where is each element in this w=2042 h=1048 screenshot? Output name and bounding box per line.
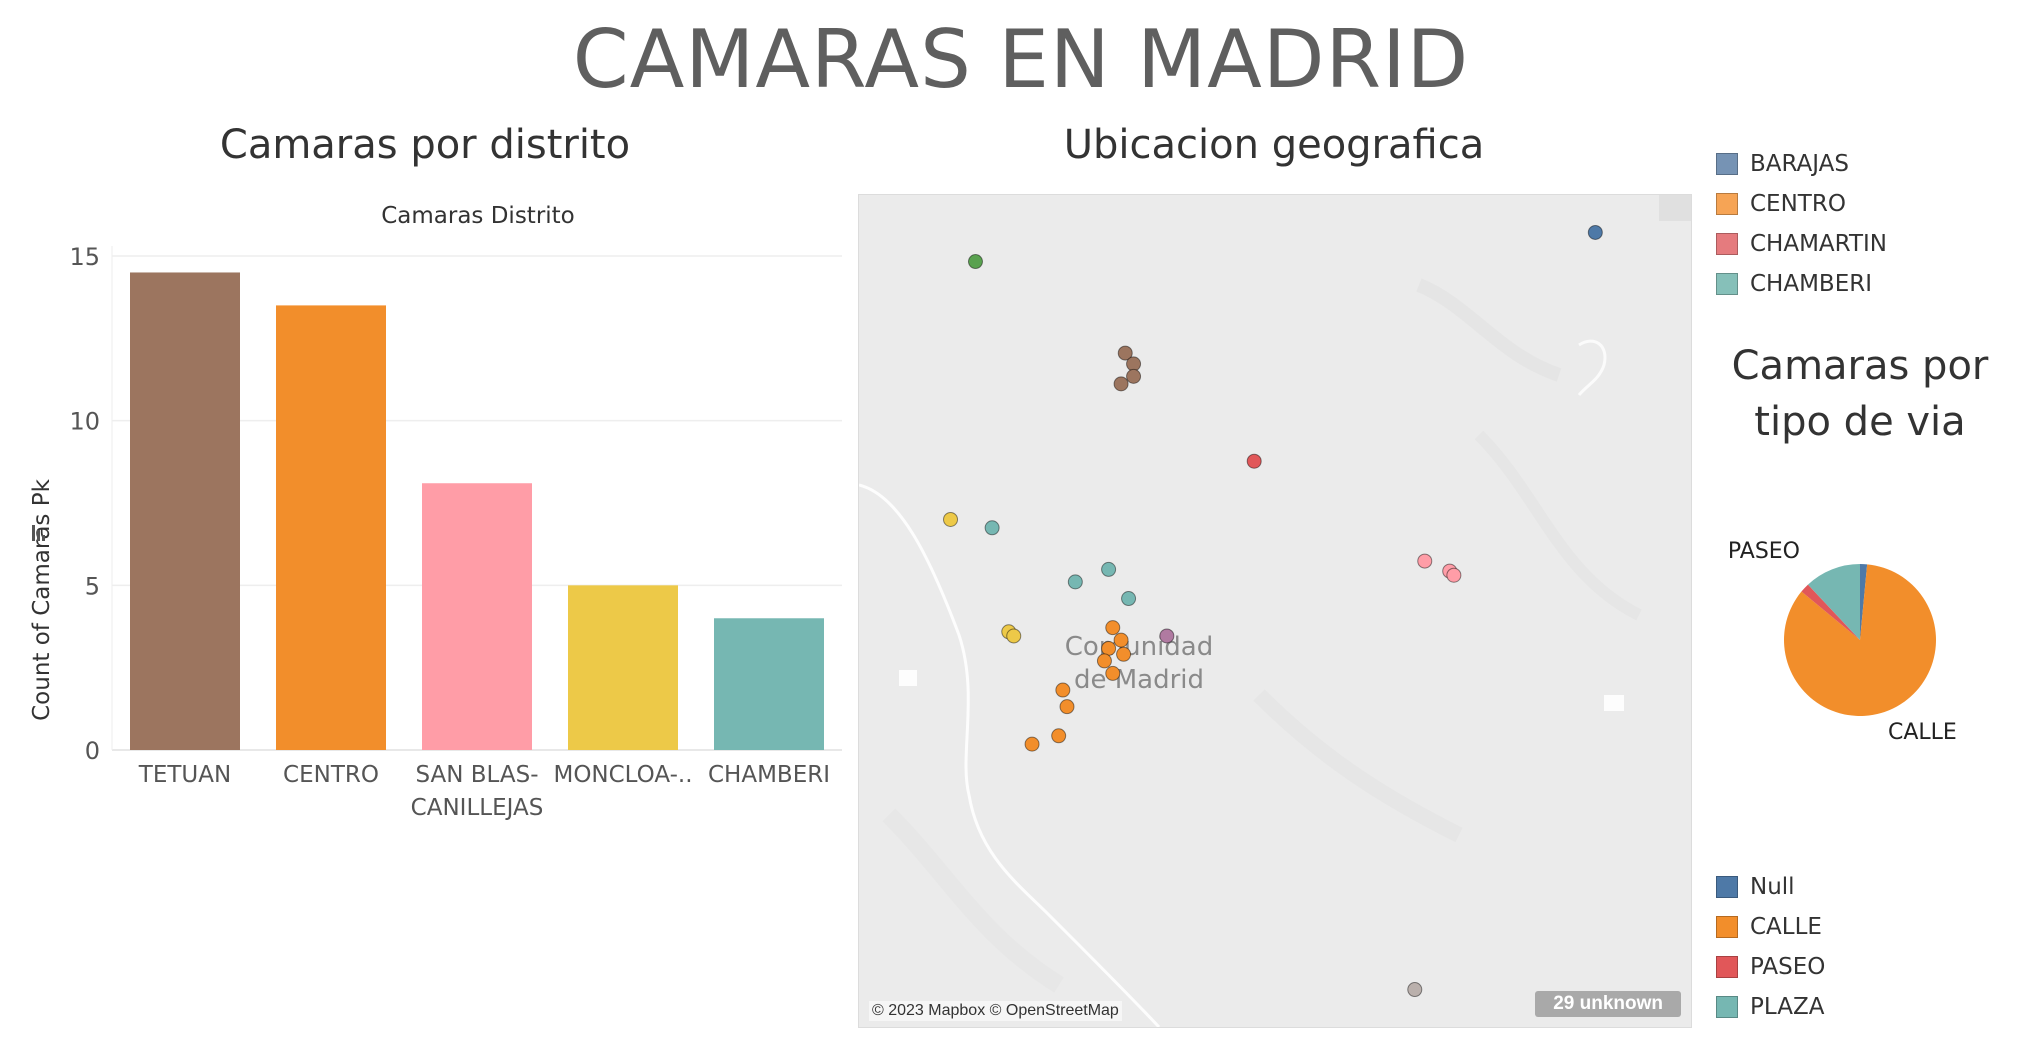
pie-slices [1784, 564, 1936, 716]
legend-swatch [1716, 273, 1738, 295]
map-point-other-green[interactable] [967, 254, 983, 270]
map-point-tetuan[interactable] [1126, 368, 1142, 384]
map-point-chamberi[interactable] [1067, 574, 1083, 590]
pie-slice-calle[interactable] [1784, 564, 1936, 716]
map-point-tetuan[interactable] [1113, 376, 1129, 392]
y-tick-label: 10 [69, 408, 100, 436]
map-point-centro[interactable] [1101, 640, 1117, 656]
map-panel[interactable]: Comunidad de Madrid © 2023 Mapbox © Open… [858, 194, 1692, 1028]
via-legend-item-plaza[interactable]: PLAZA [1716, 992, 1824, 1022]
legend-label: CENTRO [1750, 191, 1846, 217]
map-point-centro[interactable] [1096, 653, 1112, 669]
map-point-centro[interactable] [1113, 632, 1129, 648]
map-point-moncloa-aravaca[interactable] [943, 511, 959, 527]
pie-slice-label-calle: CALLE [1888, 720, 1957, 745]
district-legend-item-barajas[interactable]: BARAJAS [1716, 149, 1849, 179]
map-point-tetuan[interactable] [1126, 356, 1142, 372]
bar-x-axis: TETUAN CENTRO SAN BLAS-CANILLEJAS MONCLOA-.… [138, 762, 830, 821]
via-legend-item-null[interactable]: Null [1716, 872, 1795, 902]
map-point-centro[interactable] [1024, 736, 1040, 752]
pie-slice-null[interactable] [1860, 564, 1868, 640]
bar-san-blas-canillejas[interactable] [422, 483, 532, 750]
y-axis-label: Count of Camaras Pk [29, 478, 55, 720]
y-tick-label: 15 [69, 243, 100, 271]
legend-swatch [1716, 153, 1738, 175]
pie-title-line2: tipo de via [1754, 399, 1966, 445]
legend-label: BARAJAS [1750, 151, 1850, 177]
bar-tetuan[interactable] [130, 272, 240, 750]
legend-swatch [1716, 233, 1738, 255]
map-point-centro[interactable] [1059, 699, 1075, 715]
map-point-centro[interactable] [1051, 728, 1067, 744]
map-point-centro[interactable] [1055, 682, 1071, 698]
map-place-label-line1: Comunidad [1065, 632, 1214, 662]
map-place-label-line2: de Madrid [1074, 665, 1204, 695]
y-tick-label: 0 [85, 737, 100, 765]
district-legend-item-chamberi[interactable]: CHAMBERI [1716, 269, 1872, 299]
bar-chart-title: Camaras Distrito [381, 203, 575, 229]
x-tick-label-centro: CENTRO [283, 762, 379, 788]
map-terrain [859, 195, 1691, 1027]
bar-chart[interactable]: 0 5 10 15 TETUAN CENTRO SAN BLAS-CANILLEJAS MO… [0, 180, 860, 840]
unknown-badge[interactable]: 29 unknown [1535, 991, 1681, 1017]
map-point-chamartin[interactable] [1246, 453, 1262, 469]
legend-label: CHAMBERI [1750, 271, 1873, 297]
x-tick-label-san-blas-canillejas: SAN BLAS-CANILLEJAS [411, 762, 544, 821]
legend-label: CHAMARTIN [1750, 231, 1888, 257]
map-point-centro[interactable] [1105, 665, 1121, 681]
map-point-barajas[interactable] [1587, 224, 1603, 240]
map-point-san-blas-canillejas[interactable] [1417, 553, 1433, 569]
map-point-san-blas-canillejas[interactable] [1446, 567, 1462, 583]
y-tick-label: 5 [85, 572, 100, 600]
via-legend-item-calle[interactable]: CALLE [1716, 912, 1822, 942]
legend-label: Null [1750, 874, 1795, 900]
x-tick-label-tetuan: TETUAN [138, 762, 231, 788]
pie-title-line1: Camaras por [1731, 343, 1989, 389]
map-point-other-grey[interactable] [1407, 982, 1423, 998]
bar-moncloa[interactable] [568, 585, 678, 750]
pie-slice-label-paseo: PASEO [1728, 539, 1800, 564]
map-canvas[interactable]: Comunidad de Madrid [859, 195, 1691, 1027]
map-section-title: Ubicacion geografica [1063, 122, 1485, 168]
map-point-chamberi[interactable] [984, 520, 1000, 536]
bar-section-title: Camaras por distrito [219, 122, 631, 168]
x-tick-label-moncloa: MONCLOA-.. [553, 762, 692, 788]
bar-centro[interactable] [276, 305, 386, 750]
bar-y-axis: 0 5 10 15 [69, 243, 113, 765]
map-point-chamberi[interactable] [1121, 591, 1137, 607]
legend-swatch [1716, 956, 1738, 978]
map-points [943, 224, 1603, 998]
legend-label: PLAZA [1750, 994, 1825, 1020]
map-point-chamberi[interactable] [1101, 561, 1117, 577]
legend-swatch [1716, 193, 1738, 215]
legend-swatch [1716, 996, 1738, 1018]
legend-swatch [1716, 916, 1738, 938]
pie-slice-paseo[interactable] [1801, 584, 1860, 640]
pie-slice-plaza[interactable] [1807, 564, 1860, 640]
map-point-other-purple[interactable] [1159, 628, 1175, 644]
sort-icon[interactable] [32, 525, 45, 541]
bar-chamberi[interactable] [714, 618, 824, 750]
map-attribution[interactable]: © 2023 Mapbox © OpenStreetMap [869, 1001, 1122, 1021]
district-legend-item-chamartin[interactable]: CHAMARTIN [1716, 229, 1887, 259]
legend-swatch [1716, 876, 1738, 898]
pie-section-title: Camaras por tipo de via [1700, 338, 2020, 450]
district-legend-item-centro[interactable]: CENTRO [1716, 189, 1846, 219]
via-legend-item-paseo[interactable]: PASEO [1716, 952, 1825, 982]
map-point-tetuan[interactable] [1117, 345, 1133, 361]
dashboard-title: CAMARAS EN MADRID [572, 13, 1470, 106]
pie-chart[interactable]: PASEO CALLE [1700, 520, 2020, 760]
bar-marks [130, 272, 824, 750]
x-tick-label-chamberi: CHAMBERI [708, 762, 830, 788]
legend-label: CALLE [1750, 914, 1822, 940]
map-point-moncloa-aravaca[interactable] [1006, 628, 1022, 644]
map-point-centro[interactable] [1116, 646, 1132, 662]
legend-label: PASEO [1750, 954, 1826, 980]
map-point-centro[interactable] [1105, 620, 1121, 636]
